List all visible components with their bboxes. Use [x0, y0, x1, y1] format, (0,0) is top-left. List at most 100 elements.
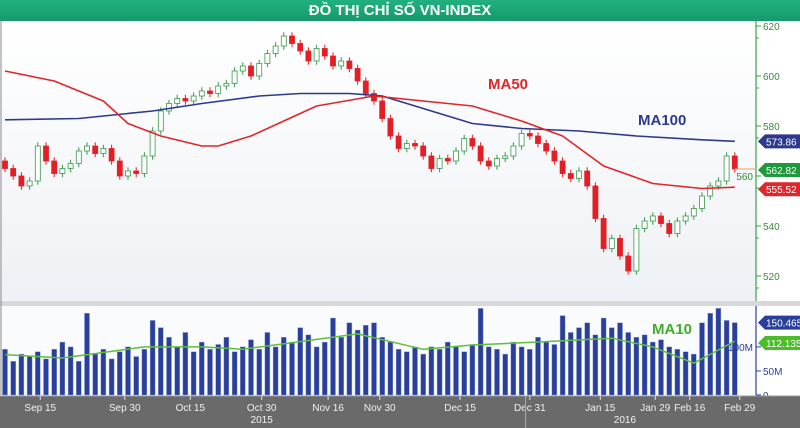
candle-body — [526, 133, 533, 137]
volume-bar — [518, 346, 525, 396]
volume-bar — [674, 349, 681, 396]
volume-bar — [461, 351, 467, 396]
candle-body — [100, 148, 107, 154]
candle-body — [641, 220, 648, 229]
volume-bar — [182, 332, 189, 396]
date-tick-label: Jan 29 — [640, 403, 670, 414]
volume-bar — [26, 356, 33, 396]
panel-divider — [0, 301, 800, 306]
volume-bar — [600, 317, 607, 396]
volume-bar — [494, 349, 500, 396]
candle-body — [625, 255, 632, 272]
candle-body — [108, 148, 115, 162]
candle-body — [215, 85, 222, 94]
candle-body — [75, 150, 82, 164]
volume-bar — [543, 341, 549, 396]
date-tick-label: Oct 15 — [176, 403, 206, 414]
volume-bar — [240, 346, 246, 396]
ma100-label: MA100 — [638, 112, 686, 129]
close-tag — [758, 162, 800, 177]
candle-body — [198, 90, 205, 97]
candle-body — [420, 145, 427, 157]
candle-body — [174, 98, 181, 104]
candle-body — [272, 45, 279, 54]
volume-bar — [395, 349, 402, 396]
date-tick-label: Nov 30 — [364, 403, 396, 414]
volume-bar — [354, 329, 361, 396]
candle-body — [92, 145, 99, 154]
candle-body — [239, 65, 246, 72]
vol-ma10-line — [4, 333, 736, 364]
candle-body — [321, 48, 328, 57]
candle-body — [674, 220, 681, 234]
volume-bar — [551, 344, 558, 396]
volume-bar — [535, 337, 541, 396]
volume-bar — [133, 356, 139, 396]
volume-bar — [477, 308, 484, 396]
price-tick-label: 620 — [763, 22, 780, 33]
volume-bar — [313, 346, 320, 396]
candle-body — [346, 60, 353, 69]
volume-tick-label: 100M — [728, 343, 753, 354]
volume-bar — [10, 361, 16, 396]
volume-bar — [43, 358, 49, 396]
candle-body — [699, 195, 705, 209]
volume-bar — [92, 353, 98, 396]
date-tick-label: Jan 15 — [585, 403, 615, 414]
candle-body — [231, 70, 238, 84]
candle-body — [264, 53, 271, 64]
candle-body — [2, 160, 8, 169]
ma100-tag — [758, 134, 800, 149]
chart-title: ĐỒ THỊ CHỈ SỐ VN-INDEX — [0, 0, 800, 21]
date-tick-label: Dec 31 — [514, 403, 546, 414]
candle-body — [608, 238, 615, 249]
volume-bar — [379, 337, 385, 396]
candle-body — [461, 138, 468, 152]
volume-bar — [617, 322, 623, 396]
volume-bar — [223, 337, 230, 396]
volume-bar — [338, 337, 344, 396]
candle-body — [453, 150, 459, 162]
candle-body — [67, 163, 74, 169]
volume-bar — [174, 346, 180, 396]
candle-body — [133, 170, 140, 174]
volume-bar — [625, 332, 631, 396]
volume-bar — [732, 322, 738, 396]
volume-bar — [486, 346, 492, 396]
candle-body — [125, 170, 131, 177]
candle-body — [584, 170, 591, 187]
candle-body — [502, 155, 509, 159]
year-label: 2015 — [251, 415, 274, 426]
volume-bar — [248, 339, 254, 396]
volume-bar — [100, 349, 107, 396]
candle-body — [379, 100, 386, 119]
volume-bar — [330, 317, 336, 396]
volume-bar — [125, 346, 131, 396]
candle-body — [207, 90, 213, 94]
volume-bar — [256, 349, 262, 396]
candle-body — [18, 175, 25, 187]
volume-bar — [76, 361, 82, 396]
candle-body — [617, 238, 623, 257]
volume-bar — [633, 337, 640, 396]
candle-body — [289, 35, 295, 44]
volume-bar — [658, 339, 664, 396]
candle-body — [682, 215, 689, 222]
volume-bar — [141, 349, 148, 396]
volume-bar — [18, 353, 25, 396]
volume-bar — [272, 346, 279, 396]
volume-bar — [666, 346, 672, 396]
candle-body — [362, 80, 369, 94]
candle-body — [116, 160, 123, 177]
volume-bar — [420, 353, 426, 396]
volume-bar — [445, 341, 451, 396]
volume-bar — [363, 325, 369, 396]
candle-body — [403, 143, 410, 149]
candle-body — [576, 170, 582, 179]
volume-bar — [166, 337, 172, 396]
candle-body — [371, 93, 377, 102]
volume-bar — [322, 341, 328, 396]
candle-body — [338, 60, 345, 67]
vol-ma10-tag — [758, 336, 800, 351]
candle-body — [469, 138, 476, 147]
